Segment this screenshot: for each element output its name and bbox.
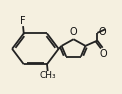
Text: O: O <box>98 27 106 37</box>
Text: F: F <box>20 16 26 26</box>
Text: O: O <box>70 27 77 37</box>
Text: CH₃: CH₃ <box>39 71 56 80</box>
Text: O: O <box>99 49 107 59</box>
